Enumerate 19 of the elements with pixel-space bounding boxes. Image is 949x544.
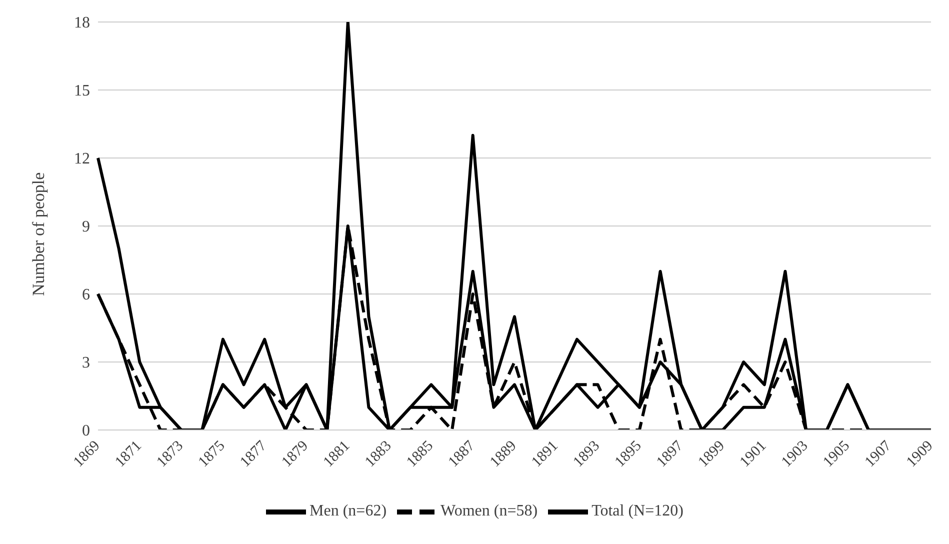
y-tick-label: 6 <box>82 286 90 304</box>
y-tick-label: 18 <box>74 14 90 32</box>
legend-label: Women (n=58) <box>440 502 538 520</box>
legend-label: Men (n=62) <box>310 502 387 520</box>
y-tick-label: 0 <box>82 422 90 440</box>
x-tick-label: 1879 <box>278 438 312 470</box>
x-tick-label: 1901 <box>737 438 770 470</box>
x-tick-label: 1873 <box>154 438 187 470</box>
y-tick-label: 15 <box>74 82 90 100</box>
legend-label: Total (N=120) <box>592 502 684 520</box>
y-tick-label: 9 <box>82 218 90 236</box>
x-tick-label: 1899 <box>695 438 728 470</box>
y-tick-label: 12 <box>74 150 90 168</box>
x-tick-label: 1893 <box>570 438 604 470</box>
x-tick-label: 1891 <box>528 438 562 470</box>
x-tick-label: 1871 <box>112 438 145 470</box>
x-tick-label: 1881 <box>320 438 354 470</box>
y-tick-label: 3 <box>82 354 90 372</box>
y-axis-title: Number of people <box>29 172 48 296</box>
